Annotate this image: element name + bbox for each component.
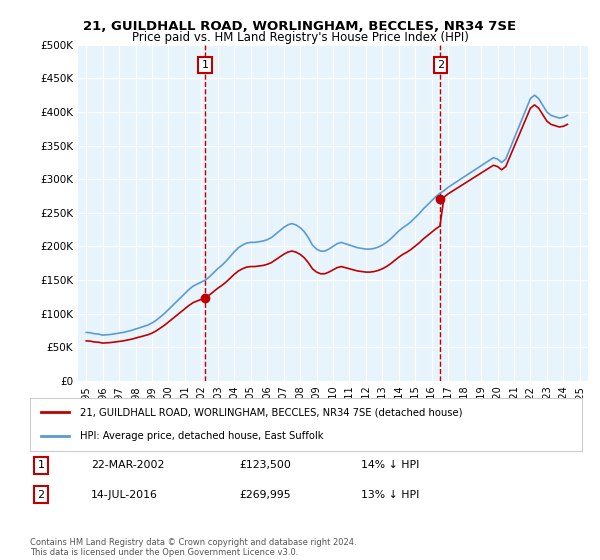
Text: 2: 2 (37, 490, 44, 500)
Text: HPI: Average price, detached house, East Suffolk: HPI: Average price, detached house, East… (80, 431, 323, 441)
Text: 1: 1 (202, 60, 209, 70)
Text: 22-MAR-2002: 22-MAR-2002 (91, 460, 164, 470)
Text: 14-JUL-2016: 14-JUL-2016 (91, 490, 158, 500)
Text: 1: 1 (38, 460, 44, 470)
Text: 2: 2 (437, 60, 444, 70)
Text: 14% ↓ HPI: 14% ↓ HPI (361, 460, 419, 470)
Text: 13% ↓ HPI: 13% ↓ HPI (361, 490, 419, 500)
Text: 21, GUILDHALL ROAD, WORLINGHAM, BECCLES, NR34 7SE: 21, GUILDHALL ROAD, WORLINGHAM, BECCLES,… (83, 20, 517, 32)
Text: £269,995: £269,995 (240, 490, 292, 500)
Text: Contains HM Land Registry data © Crown copyright and database right 2024.
This d: Contains HM Land Registry data © Crown c… (30, 538, 356, 557)
Text: 21, GUILDHALL ROAD, WORLINGHAM, BECCLES, NR34 7SE (detached house): 21, GUILDHALL ROAD, WORLINGHAM, BECCLES,… (80, 408, 462, 418)
Text: £123,500: £123,500 (240, 460, 292, 470)
Text: Price paid vs. HM Land Registry's House Price Index (HPI): Price paid vs. HM Land Registry's House … (131, 31, 469, 44)
